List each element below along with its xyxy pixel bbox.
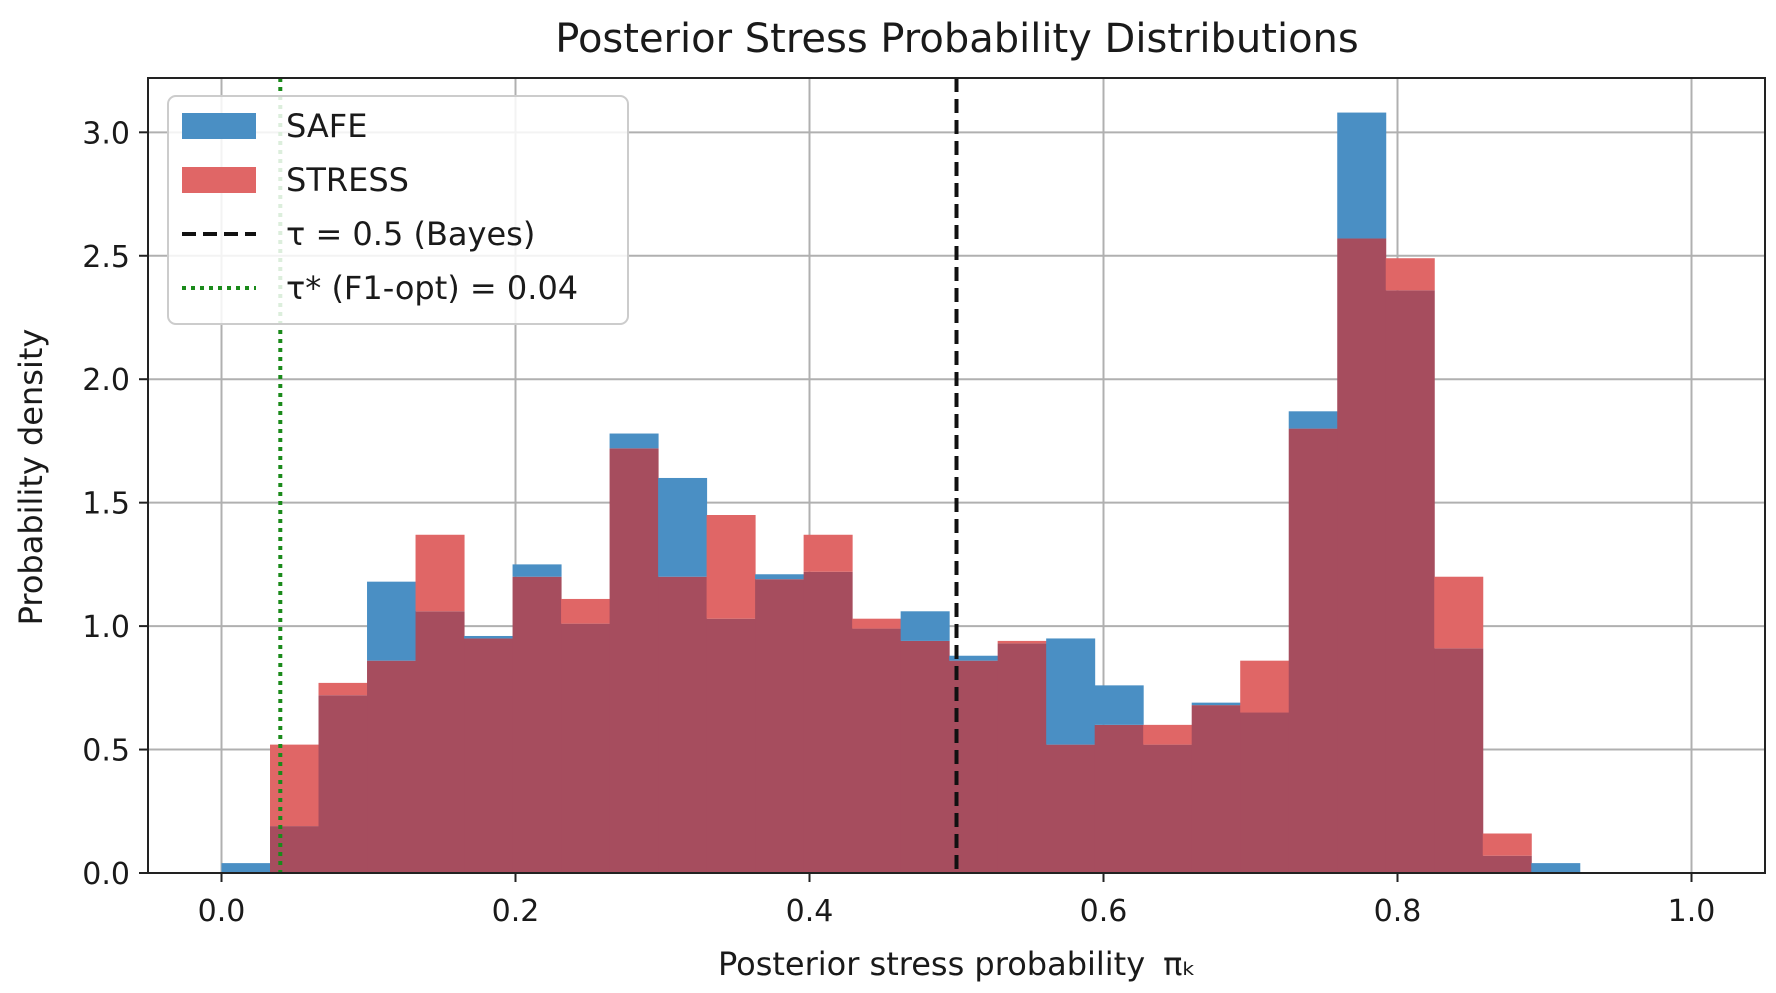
legend-safe-swatch	[182, 113, 256, 139]
bar-stress	[415, 534, 465, 612]
bar-overlap	[1482, 855, 1532, 873]
bar-safe	[221, 863, 271, 873]
x-tick-label: 1.0	[1668, 894, 1716, 929]
bar-overlap	[318, 695, 368, 873]
bar-safe	[1288, 411, 1338, 429]
histogram-bars	[221, 112, 1581, 873]
y-tick-label: 3.0	[82, 116, 130, 151]
bar-stress	[1434, 576, 1484, 649]
bar-overlap	[1337, 238, 1387, 873]
bar-overlap	[852, 628, 902, 873]
chart-title: Posterior Stress Probability Distributio…	[555, 16, 1359, 62]
bar-safe	[755, 574, 805, 580]
x-axis-label-symbol: πₖ	[1163, 945, 1196, 983]
x-tick-label: 0.6	[1080, 894, 1128, 929]
bar-safe	[367, 581, 417, 661]
x-tick-label: 0.2	[492, 894, 540, 929]
bar-safe	[900, 611, 950, 641]
bar-overlap	[1385, 290, 1435, 873]
legend-box	[167, 95, 629, 325]
bar-stress	[852, 618, 902, 629]
bar-safe	[1531, 863, 1581, 873]
bar-overlap	[415, 611, 465, 873]
legend-bayes-label: τ = 0.5 (Bayes)	[286, 215, 535, 253]
bar-safe	[512, 564, 562, 577]
bar-safe	[949, 655, 999, 661]
bar-stress	[270, 744, 320, 827]
bar-stress	[318, 682, 368, 696]
bar-overlap	[464, 638, 514, 873]
bar-stress	[561, 598, 611, 624]
y-axis-ticks: 0.0 0.5 1.0 1.5 2.0 2.5 3.0	[82, 116, 148, 892]
y-tick-label: 0.5	[82, 734, 130, 769]
bar-stress	[997, 640, 1047, 644]
bar-safe	[464, 635, 514, 639]
bar-overlap	[755, 579, 805, 873]
y-tick-label: 2.0	[82, 363, 130, 398]
bar-safe	[1046, 638, 1096, 745]
bar-safe	[609, 433, 659, 449]
bar-stress	[1240, 660, 1290, 713]
bar-stress	[1385, 258, 1435, 291]
bar-overlap	[1434, 648, 1484, 873]
y-tick-label: 0.0	[82, 857, 130, 892]
legend-safe-label: SAFE	[286, 107, 367, 145]
legend: SAFE STRESS τ = 0.5 (Bayes) τ* (F1-opt) = 0…	[167, 95, 629, 325]
bar-overlap	[803, 571, 853, 873]
threshold-lines	[278, 78, 959, 873]
legend-stress-swatch	[182, 167, 256, 193]
bar-overlap	[561, 623, 611, 873]
legend-stress-label: STRESS	[286, 161, 409, 199]
bar-overlap	[900, 640, 950, 873]
y-tick-label: 1.5	[82, 487, 130, 522]
legend-f1-label: τ* (F1-opt) = 0.04	[286, 269, 578, 307]
bar-safe	[1337, 112, 1387, 239]
bar-overlap	[609, 448, 659, 873]
bar-overlap	[1094, 724, 1144, 873]
bar-overlap	[1191, 705, 1241, 873]
x-axis-ticks: 0.0 0.2 0.4 0.6 0.8 1.0	[198, 873, 1716, 929]
bar-overlap	[997, 643, 1047, 873]
bar-overlap	[512, 576, 562, 873]
bar-stress	[1482, 833, 1532, 856]
bar-stress	[1143, 724, 1193, 745]
y-axis-label: Probability density	[12, 329, 50, 626]
bar-overlap	[270, 826, 320, 873]
x-tick-label: 0.8	[1374, 894, 1422, 929]
bar-safe	[1094, 685, 1144, 725]
bar-overlap	[367, 660, 417, 873]
x-tick-label: 0.4	[786, 894, 834, 929]
y-tick-label: 1.0	[82, 610, 130, 645]
bar-overlap	[1288, 428, 1338, 873]
x-axis-label-text: Posterior stress probability	[718, 945, 1145, 983]
bar-overlap	[1143, 744, 1193, 873]
x-axis-label: Posterior stress probability πₖ	[718, 945, 1196, 983]
bar-stress	[706, 515, 756, 619]
bar-overlap	[1046, 744, 1096, 873]
bar-safe	[658, 477, 708, 577]
bar-overlap	[658, 576, 708, 873]
bar-safe	[1191, 702, 1241, 706]
bar-overlap	[1240, 712, 1290, 873]
axes-frame	[147, 77, 1766, 874]
y-tick-label: 2.5	[82, 240, 130, 275]
bar-stress	[803, 534, 853, 572]
x-tick-label: 0.0	[198, 894, 246, 929]
bar-overlap	[706, 618, 756, 873]
